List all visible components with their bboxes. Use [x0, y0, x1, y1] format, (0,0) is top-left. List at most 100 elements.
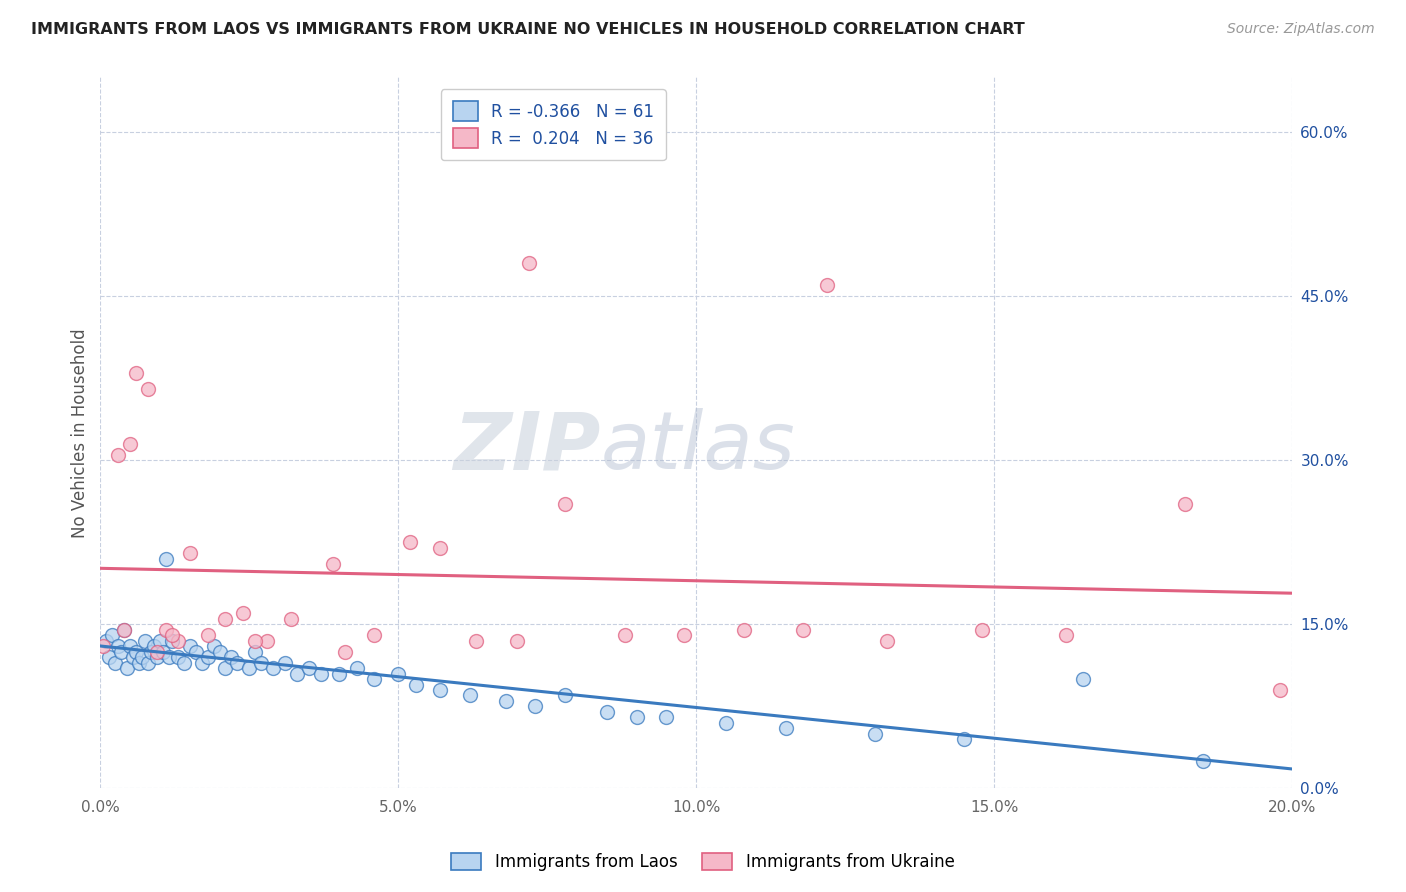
Point: [495, 694, 517, 708]
Point: [298, 661, 321, 675]
Point: [128, 656, 150, 670]
Point: [208, 645, 231, 659]
Point: [363, 672, 385, 686]
Point: [464, 633, 486, 648]
Text: atlas: atlas: [600, 409, 796, 486]
Point: [346, 661, 368, 675]
Point: [458, 689, 481, 703]
Point: [160, 628, 183, 642]
Point: [197, 650, 219, 665]
Point: [120, 437, 142, 451]
Legend: R = -0.366   N = 61, R =  0.204   N = 36: R = -0.366 N = 61, R = 0.204 N = 36: [441, 89, 665, 160]
Point: [876, 633, 898, 648]
Point: [232, 607, 254, 621]
Legend: Immigrants from Laos, Immigrants from Ukraine: Immigrants from Laos, Immigrants from Uk…: [443, 845, 963, 880]
Point: [238, 661, 260, 675]
Point: [733, 623, 755, 637]
Point: [221, 650, 243, 665]
Point: [250, 656, 273, 670]
Point: [155, 623, 177, 637]
Point: [429, 541, 451, 555]
Point: [613, 628, 636, 642]
Point: [1073, 672, 1095, 686]
Point: [179, 546, 201, 560]
Point: [115, 661, 138, 675]
Point: [1174, 497, 1197, 511]
Point: [655, 710, 678, 724]
Point: [139, 645, 162, 659]
Point: [160, 633, 183, 648]
Point: [1054, 628, 1077, 642]
Point: [863, 727, 886, 741]
Point: [280, 612, 302, 626]
Point: [953, 732, 976, 747]
Point: [197, 628, 219, 642]
Point: [190, 656, 212, 670]
Y-axis label: No Vehicles in Household: No Vehicles in Household: [72, 328, 89, 538]
Point: [245, 645, 267, 659]
Point: [166, 633, 188, 648]
Point: [554, 497, 576, 511]
Point: [815, 278, 838, 293]
Point: [226, 656, 249, 670]
Point: [363, 628, 385, 642]
Text: IMMIGRANTS FROM LAOS VS IMMIGRANTS FROM UKRAINE NO VEHICLES IN HOUSEHOLD CORRELA: IMMIGRANTS FROM LAOS VS IMMIGRANTS FROM …: [31, 22, 1025, 37]
Point: [333, 645, 356, 659]
Text: ZIP: ZIP: [454, 409, 600, 486]
Point: [96, 633, 118, 648]
Point: [134, 633, 156, 648]
Point: [399, 535, 422, 549]
Point: [173, 656, 195, 670]
Point: [714, 715, 737, 730]
Point: [214, 612, 236, 626]
Point: [112, 623, 135, 637]
Point: [262, 661, 284, 675]
Point: [506, 633, 529, 648]
Point: [202, 639, 225, 653]
Point: [328, 666, 350, 681]
Point: [155, 551, 177, 566]
Point: [405, 677, 427, 691]
Point: [214, 661, 236, 675]
Point: [98, 650, 121, 665]
Point: [972, 623, 994, 637]
Point: [554, 689, 576, 703]
Point: [107, 639, 129, 653]
Point: [245, 633, 267, 648]
Point: [110, 645, 132, 659]
Point: [122, 650, 145, 665]
Point: [285, 666, 308, 681]
Point: [179, 639, 201, 653]
Point: [125, 645, 148, 659]
Point: [146, 645, 169, 659]
Point: [387, 666, 409, 681]
Point: [517, 256, 540, 270]
Point: [429, 683, 451, 698]
Point: [792, 623, 814, 637]
Point: [125, 366, 148, 380]
Point: [136, 382, 159, 396]
Point: [149, 633, 172, 648]
Point: [309, 666, 332, 681]
Point: [673, 628, 696, 642]
Point: [157, 650, 180, 665]
Point: [184, 645, 207, 659]
Point: [120, 639, 142, 653]
Point: [152, 645, 174, 659]
Point: [1268, 683, 1291, 698]
Point: [322, 558, 344, 572]
Point: [136, 656, 159, 670]
Point: [101, 628, 124, 642]
Point: [143, 639, 166, 653]
Point: [1191, 754, 1213, 768]
Point: [775, 721, 797, 735]
Point: [146, 650, 169, 665]
Point: [131, 650, 153, 665]
Point: [596, 705, 619, 719]
Point: [112, 623, 135, 637]
Point: [107, 448, 129, 462]
Point: [524, 699, 547, 714]
Point: [166, 650, 188, 665]
Text: Source: ZipAtlas.com: Source: ZipAtlas.com: [1227, 22, 1375, 37]
Point: [274, 656, 297, 670]
